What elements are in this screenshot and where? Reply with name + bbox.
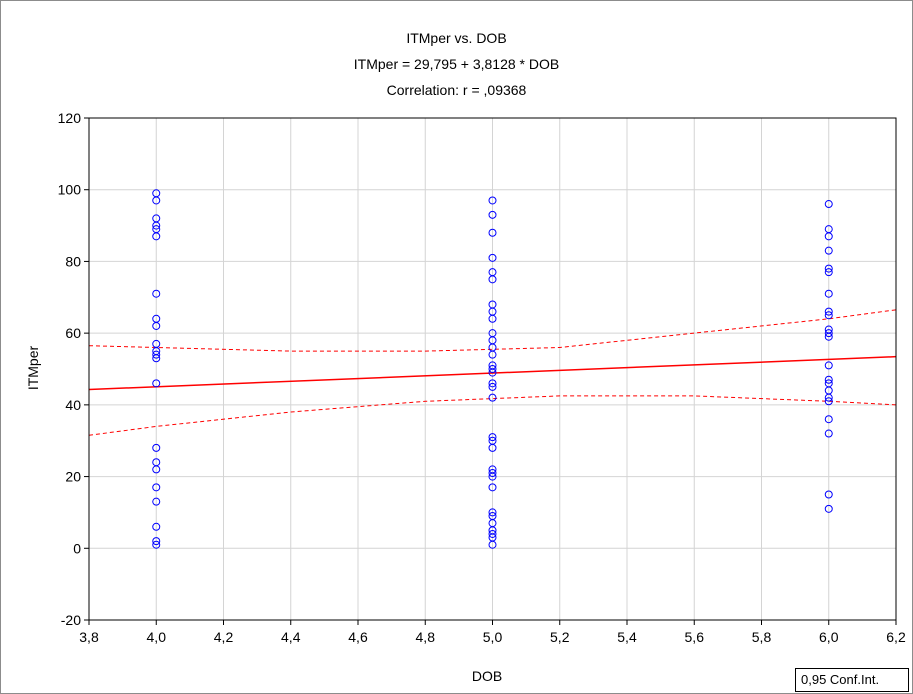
- x-tick-label: 4,6: [348, 629, 368, 645]
- data-point: [152, 540, 161, 549]
- y-tick-label: 80: [65, 253, 81, 269]
- x-tick-label: 5,0: [483, 629, 503, 645]
- data-point: [152, 354, 161, 363]
- data-point: [488, 350, 497, 359]
- data-point: [824, 397, 833, 406]
- data-point: [152, 350, 161, 359]
- data-point: [824, 393, 833, 402]
- y-tick-label: 100: [58, 182, 82, 198]
- data-point: [824, 375, 833, 384]
- data-point: [152, 522, 161, 531]
- data-point: [488, 483, 497, 492]
- data-point: [152, 232, 161, 241]
- data-point: [488, 275, 497, 284]
- data-point: [488, 210, 497, 219]
- data-point: [488, 365, 497, 373]
- x-tick-label: 5,4: [617, 629, 637, 645]
- data-point: [488, 468, 497, 477]
- x-tick-label: 4,8: [416, 629, 436, 645]
- data-point: [488, 393, 497, 402]
- data-point: [824, 490, 833, 499]
- y-tick-label: 0: [73, 540, 81, 556]
- chart-title-line-1: ITMper vs. DOB: [406, 30, 507, 46]
- data-point: [488, 379, 497, 388]
- data-point: [488, 443, 497, 452]
- data-points: [152, 189, 833, 549]
- data-point: [152, 379, 161, 388]
- x-tick-label: 5,8: [752, 629, 772, 645]
- x-tick-label: 5,6: [685, 629, 705, 645]
- data-point: [488, 196, 497, 205]
- data-point: [152, 196, 161, 205]
- x-tick-label: 4,4: [281, 629, 301, 645]
- data-point: [824, 311, 833, 320]
- data-point: [824, 415, 833, 424]
- x-tick-label: 4,2: [214, 629, 234, 645]
- legend-box: 0,95 Conf.Int.: [795, 668, 909, 692]
- data-point: [824, 332, 833, 341]
- data-point: [824, 504, 833, 513]
- x-tick-label: 6,2: [886, 629, 906, 645]
- regression-line: [88, 355, 897, 391]
- data-point: [824, 329, 833, 338]
- x-tick-label: 6,0: [819, 629, 839, 645]
- x-axis-title: DOB: [472, 668, 502, 684]
- data-point: [488, 508, 497, 517]
- data-point: [824, 264, 833, 273]
- y-tick-label: 120: [58, 110, 82, 126]
- data-point: [488, 228, 497, 237]
- chart-title-line-2: ITMper = 29,795 + 3,8128 * DOB: [353, 56, 560, 72]
- data-point: [152, 443, 161, 452]
- data-point: [152, 497, 161, 506]
- data-point: [824, 429, 833, 438]
- y-axis-title: ITMper: [25, 345, 41, 390]
- data-point: [488, 472, 497, 481]
- data-point: [488, 253, 497, 262]
- data-point: [824, 307, 833, 316]
- data-point: [824, 200, 833, 209]
- x-tick-label: 3,8: [79, 629, 99, 645]
- data-point: [152, 289, 161, 298]
- data-point: [488, 433, 497, 442]
- data-point: [488, 314, 497, 323]
- data-point: [152, 483, 161, 492]
- data-point: [152, 221, 161, 230]
- data-point: [152, 537, 161, 546]
- chart-title-line-3: Correlation: r = ,09368: [386, 82, 527, 98]
- y-tick-label: 60: [65, 325, 81, 341]
- y-tick-label: 20: [65, 469, 81, 485]
- y-tick-label: 40: [65, 397, 81, 413]
- x-tick-label: 4,0: [147, 629, 167, 645]
- data-point: [824, 246, 833, 255]
- regression-line-group: [88, 355, 897, 391]
- data-point: [488, 529, 497, 538]
- data-point: [488, 368, 497, 377]
- data-point: [824, 268, 833, 277]
- data-point: [824, 232, 833, 241]
- x-tick-label: 5,2: [550, 629, 570, 645]
- data-point: [152, 465, 161, 474]
- data-point: [824, 361, 833, 370]
- tick-labels: 3,8 4,0 4,2 4,4 4,6 4,8 5,0 5,2 5,4 5,6 5,8 6,0 6,2 -…: [58, 110, 906, 645]
- data-point: [152, 321, 161, 330]
- y-tick-label: -20: [61, 612, 81, 628]
- data-point: [488, 382, 497, 391]
- data-point: [824, 289, 833, 298]
- data-point: [488, 540, 497, 549]
